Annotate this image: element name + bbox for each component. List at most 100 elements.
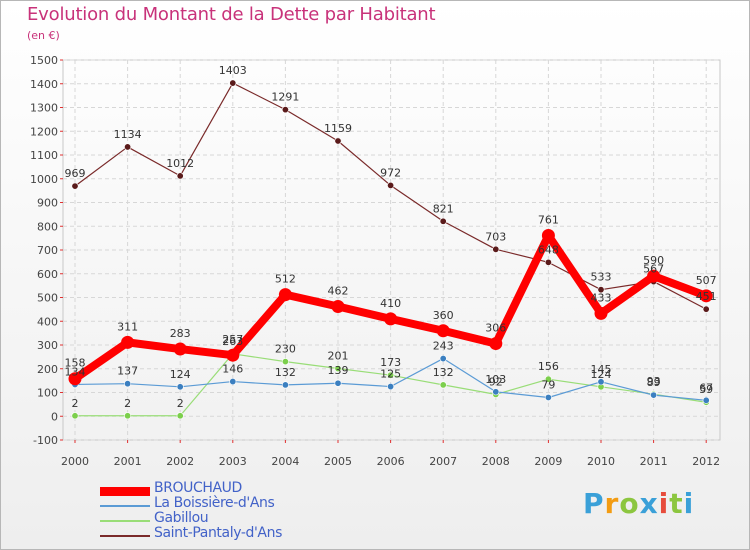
data-point [489, 337, 503, 351]
data-label: 410 [380, 297, 401, 310]
x-tick-label: 2005 [324, 455, 352, 468]
legend-label: La Boissière-d'Ans [154, 495, 275, 511]
data-point [226, 348, 240, 362]
data-label: 703 [485, 230, 506, 243]
data-point [124, 412, 132, 420]
data-label: 2 [72, 397, 79, 410]
data-label: 132 [433, 366, 454, 379]
data-point [229, 79, 237, 87]
data-point [334, 365, 342, 373]
data-label: 1012 [166, 157, 194, 170]
y-tick-label: 1500 [30, 54, 58, 67]
y-tick-label: -100 [33, 434, 58, 447]
y-tick-label: 600 [37, 268, 58, 281]
data-point [176, 172, 184, 180]
y-tick-label: 1100 [30, 149, 58, 162]
legend-swatch [100, 520, 150, 522]
data-point [544, 393, 552, 401]
x-tick-label: 2007 [429, 455, 457, 468]
data-label: 132 [275, 366, 296, 379]
data-point [121, 335, 135, 349]
data-point [176, 412, 184, 420]
data-point [173, 342, 187, 356]
data-label: 507 [696, 274, 717, 287]
x-tick-label: 2001 [114, 455, 142, 468]
data-label: 821 [433, 202, 454, 215]
data-label: 1134 [114, 128, 142, 141]
data-point [702, 396, 710, 404]
data-label: 648 [538, 243, 559, 256]
data-point [647, 269, 661, 283]
y-tick-label: 300 [37, 339, 58, 352]
data-label: 590 [643, 254, 664, 267]
data-point [541, 229, 555, 243]
y-tick-label: 1000 [30, 173, 58, 186]
data-label: 156 [538, 360, 559, 373]
data-label: 972 [380, 166, 401, 179]
y-tick-label: 500 [37, 292, 58, 305]
data-label: 512 [275, 273, 296, 286]
data-point [699, 289, 713, 303]
data-label: 433 [591, 291, 612, 304]
data-label: 1403 [219, 64, 247, 77]
data-label: 462 [328, 285, 349, 298]
data-point [544, 258, 552, 266]
data-label: 1291 [271, 91, 299, 104]
legend-label: BROUCHAUD [154, 480, 242, 496]
data-label: 79 [541, 378, 555, 391]
data-label: 146 [222, 363, 243, 376]
data-point [702, 305, 710, 313]
data-label: 761 [538, 214, 559, 227]
data-label: 173 [380, 356, 401, 369]
data-label: 451 [696, 290, 717, 303]
y-tick-label: 0 [51, 410, 58, 423]
data-label: 306 [485, 322, 506, 335]
data-point [439, 381, 447, 389]
data-label: 201 [328, 350, 349, 363]
data-label: 134 [65, 365, 86, 378]
x-tick-label: 2009 [534, 455, 562, 468]
data-point [544, 375, 552, 383]
y-tick-label: 700 [37, 244, 58, 257]
x-tick-label: 2000 [61, 455, 89, 468]
y-tick-label: 1400 [30, 78, 58, 91]
x-tick-label: 2010 [587, 455, 615, 468]
data-label: 59 [699, 383, 713, 396]
legend-label: Gabillou [154, 510, 209, 526]
data-label: 263 [222, 335, 243, 348]
data-point [439, 217, 447, 225]
data-label: 125 [380, 368, 401, 381]
data-point [281, 381, 289, 389]
y-tick-label: 1300 [30, 102, 58, 115]
legend-swatch [100, 505, 150, 507]
data-point [176, 383, 184, 391]
data-label: 124 [170, 368, 191, 381]
y-tick-label: 200 [37, 363, 58, 376]
chart-title: Evolution du Montant de la Dette par Hab… [27, 4, 436, 25]
data-label: 158 [65, 357, 86, 370]
data-point [650, 391, 658, 399]
data-label: 567 [643, 263, 664, 276]
proxiti-logo: Proxiti [583, 487, 695, 520]
data-label: 103 [485, 373, 506, 386]
data-point [68, 372, 82, 386]
data-label: 360 [433, 309, 454, 322]
data-label: 92 [489, 375, 503, 388]
data-point [387, 371, 395, 379]
data-label: 137 [117, 365, 138, 378]
data-point [334, 137, 342, 145]
legend-swatch [100, 487, 150, 496]
data-point [278, 288, 292, 302]
x-tick-label: 2006 [377, 455, 405, 468]
data-point [492, 245, 500, 253]
y-tick-label: 100 [37, 387, 58, 400]
data-label: 243 [433, 340, 454, 353]
chart-subtitle: (en €) [27, 29, 60, 42]
data-point [436, 324, 450, 338]
data-point [71, 412, 79, 420]
y-tick-label: 900 [37, 197, 58, 210]
data-label: 1159 [324, 122, 352, 135]
x-tick-label: 2012 [692, 455, 720, 468]
